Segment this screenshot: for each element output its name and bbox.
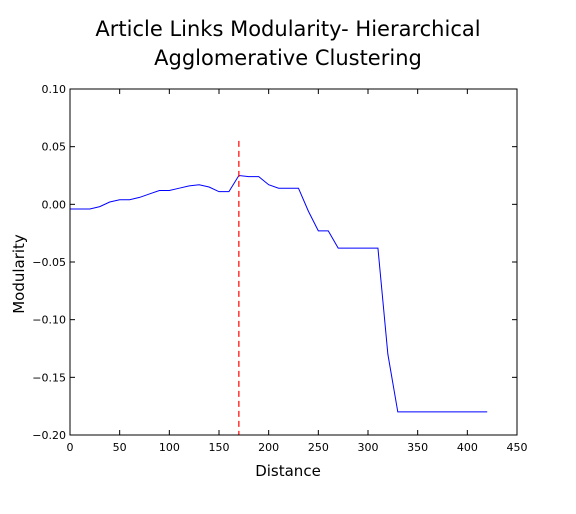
plot-layer: 0 50 100 150 200 250 300 350 400 450 0.10 0.05 0.00 −…	[32, 83, 527, 454]
series-line-0	[70, 174, 488, 413]
y-axis-label: Modularity	[10, 234, 28, 314]
x-tick-label: 250	[308, 441, 329, 454]
y-tick-label: −0.20	[32, 429, 66, 442]
x-tick-label: 350	[407, 441, 428, 454]
x-tick-label: 300	[358, 441, 379, 454]
x-tick-label: 200	[258, 441, 279, 454]
y-tick-label: 0.10	[42, 83, 67, 96]
chart-title-line-2: Agglomerative Clustering	[154, 46, 422, 70]
x-tick-label: 400	[457, 441, 478, 454]
x-tick-label: 100	[159, 441, 180, 454]
y-tick-label: 0.00	[42, 198, 67, 211]
plot-frame	[69, 88, 518, 436]
x-tick-label: 50	[113, 441, 127, 454]
chart-title-line-1: Article Links Modularity- Hierarchical	[95, 17, 480, 41]
x-tick-label: 0	[67, 441, 74, 454]
x-tick-label: 150	[209, 441, 230, 454]
y-tick-label: −0.10	[32, 314, 66, 327]
x-axis-label: Distance	[255, 462, 321, 480]
x-tick-label: 450	[507, 441, 528, 454]
y-tick-label: −0.15	[32, 371, 66, 384]
y-tick-label: −0.05	[32, 256, 66, 269]
y-tick-label: 0.05	[42, 141, 67, 154]
